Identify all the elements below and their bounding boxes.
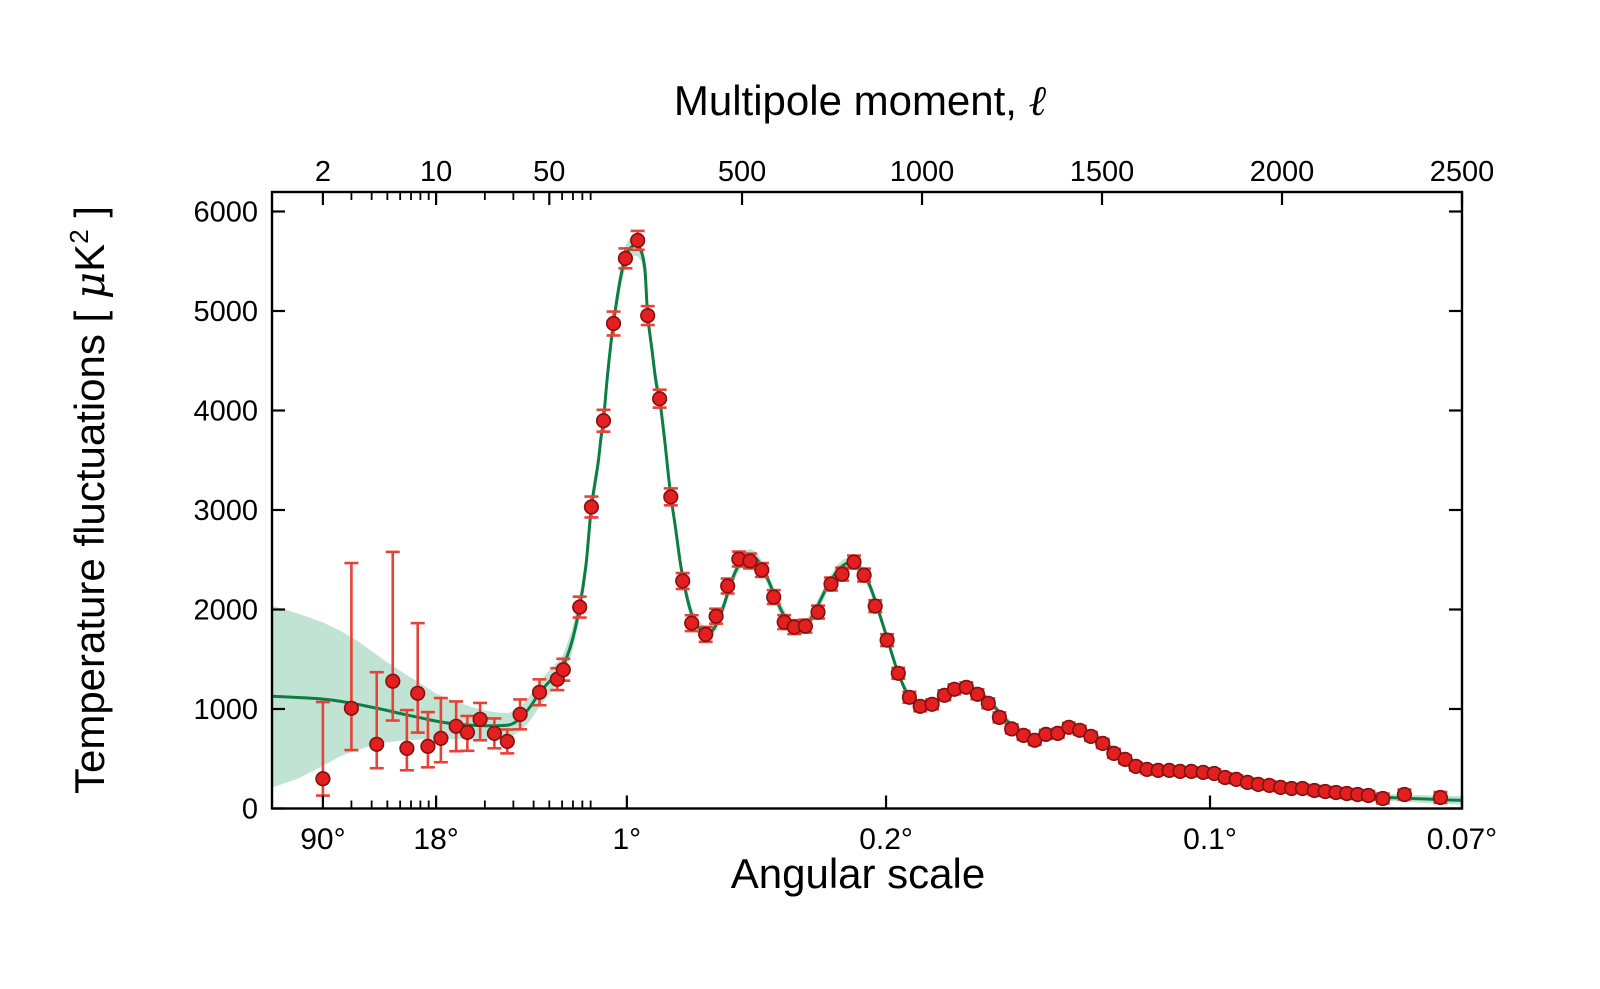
data-point [834, 566, 850, 582]
mu-symbol: μ [65, 272, 114, 299]
data-point [410, 685, 426, 701]
data-point [766, 589, 782, 605]
data-point [1083, 728, 1099, 745]
x-top-tick-label: 2 [315, 156, 331, 188]
data-point [708, 608, 724, 624]
data-point [890, 665, 906, 681]
data-point [1360, 787, 1376, 804]
x-top-tick-label: 1000 [890, 156, 955, 188]
x-top-tick-label: 500 [718, 156, 766, 188]
data-point [433, 730, 449, 747]
data-point [969, 686, 986, 702]
data-point [459, 724, 476, 741]
x-bottom-tick-label: 18° [413, 823, 458, 856]
data-point [720, 578, 736, 594]
data-point [315, 771, 331, 787]
superscript-2: 2 [64, 229, 94, 243]
y-tick-label: 2000 [193, 595, 258, 627]
data-point [856, 567, 872, 583]
x-top-tick-label: 50 [533, 156, 565, 188]
data-point [1396, 786, 1412, 803]
data-point [879, 632, 895, 648]
y-axis-title: Temperature fluctuations [ μK2 ] [64, 206, 114, 794]
x-top-tick-label: 1500 [1070, 156, 1135, 188]
data-point [901, 689, 918, 705]
data-point [958, 679, 974, 695]
cosmic-variance-band [272, 234, 1462, 805]
data-point [1117, 751, 1133, 768]
x-bottom-tick-label: 0.2° [859, 823, 913, 856]
data-point [1095, 735, 1111, 752]
error-bar [433, 696, 448, 764]
y-tick-label: 5000 [193, 296, 258, 328]
data-point [742, 553, 758, 569]
data-point [486, 725, 503, 742]
data-point [572, 599, 588, 615]
data-point [991, 709, 1008, 726]
data-point [1432, 789, 1448, 806]
y-tick-label: 3000 [193, 495, 258, 527]
y-tick-label: 0 [242, 794, 258, 826]
data-point [675, 573, 691, 589]
bottom-axis-title: Angular scale [731, 850, 985, 897]
error-bar [344, 561, 359, 752]
y-tick-label: 1000 [193, 694, 258, 726]
axis-tick-labels-group: 2 10 50 500 1000 1500 2000 2500 90° 18° 1° 0.2° 0.1°… [193, 156, 1497, 856]
data-point [1375, 790, 1391, 807]
error-bar [399, 708, 414, 772]
x-top-tick-label: 2000 [1250, 156, 1315, 188]
data-point [810, 604, 826, 620]
data-point [651, 391, 668, 407]
x-bottom-tick-label: 90° [300, 823, 345, 856]
x-bottom-tick-label: 0.07° [1427, 823, 1497, 856]
data-point [640, 308, 656, 324]
data-point [663, 489, 679, 505]
data-point [583, 499, 600, 515]
data-point [924, 696, 940, 712]
data-point [980, 695, 996, 711]
data-points-group [315, 232, 1448, 807]
data-point [617, 250, 634, 266]
data-point [823, 576, 839, 592]
data-point [595, 413, 612, 429]
data-point [846, 554, 862, 570]
data-point [369, 736, 385, 752]
x-top-tick-label: 10 [420, 156, 452, 188]
x-top-tick-label: 2500 [1430, 156, 1495, 188]
plot-frame [270, 190, 1464, 810]
data-point [684, 615, 700, 631]
y-tick-label: 4000 [193, 396, 258, 428]
axis-ticks-group [272, 192, 1464, 810]
data-point [420, 738, 436, 755]
data-point [512, 706, 528, 723]
data-point [630, 232, 646, 248]
data-point [797, 618, 814, 634]
data-point [605, 315, 622, 332]
data-point [472, 711, 488, 727]
error-bar [385, 550, 400, 722]
data-point [754, 562, 770, 578]
x-bottom-tick-label: 0.1° [1183, 823, 1237, 856]
data-point [343, 700, 360, 716]
error-bar [369, 670, 384, 770]
error-bar [410, 621, 425, 734]
data-point [385, 673, 401, 689]
data-point [867, 598, 883, 614]
top-axis-title: Multipole moment, ℓ [674, 76, 1047, 125]
ell-symbol: ℓ [1029, 76, 1047, 125]
y-tick-label: 6000 [193, 197, 258, 229]
data-point [555, 662, 571, 678]
data-point [399, 740, 415, 757]
x-bottom-tick-label: 1° [613, 823, 642, 856]
data-point [499, 733, 515, 750]
data-point [698, 626, 714, 643]
data-point [1004, 721, 1020, 737]
data-point [531, 684, 548, 700]
